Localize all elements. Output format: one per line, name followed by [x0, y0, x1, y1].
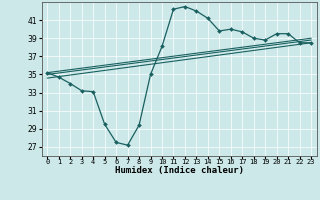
X-axis label: Humidex (Indice chaleur): Humidex (Indice chaleur)	[115, 166, 244, 175]
